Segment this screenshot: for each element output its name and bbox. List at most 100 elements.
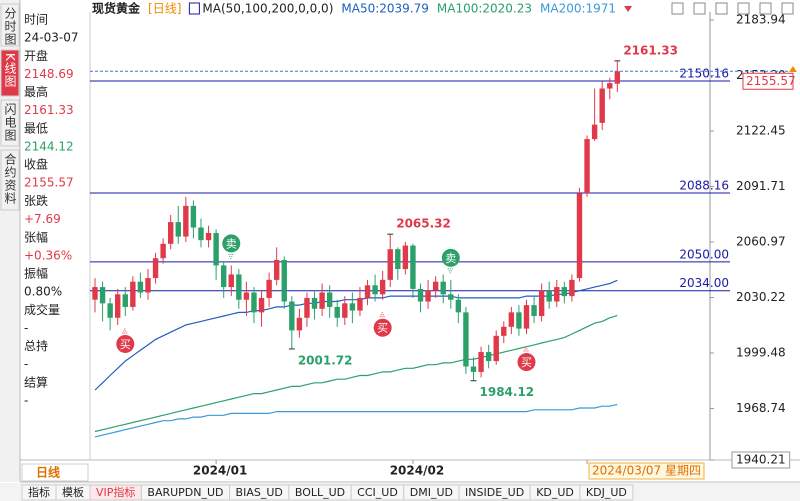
candle-body <box>364 285 371 298</box>
indicator-tab[interactable]: CCI_UD <box>357 486 398 499</box>
y-tick-label: 1999.48 <box>736 346 786 360</box>
candle-body <box>99 287 106 304</box>
indicator-tab[interactable]: 模板 <box>62 485 84 499</box>
indicator-tab-box[interactable] <box>579 484 634 501</box>
indicator-tab[interactable]: DMI_UD <box>410 486 453 499</box>
info-value: - <box>24 357 28 371</box>
tool-button[interactable] <box>759 2 772 15</box>
tool-button[interactable] <box>693 2 706 15</box>
candle-body <box>485 352 492 362</box>
candle-body <box>576 193 583 279</box>
indicator-tab[interactable]: BIAS_UD <box>236 486 283 499</box>
candle-body <box>213 232 219 266</box>
candle-body <box>115 294 121 318</box>
candle-body <box>493 335 499 362</box>
info-value: 2148.69 <box>24 67 74 81</box>
candle-body <box>432 281 439 291</box>
candle-body <box>236 274 242 300</box>
tool-button[interactable] <box>737 2 750 15</box>
indicator-tab[interactable]: 指标 <box>28 485 50 499</box>
scroll-arrow[interactable] <box>789 66 797 72</box>
signal-badge <box>517 353 536 372</box>
candle-body <box>311 297 318 309</box>
tool-button[interactable] <box>715 2 728 15</box>
candle-body <box>554 287 560 302</box>
candle-body <box>584 139 590 194</box>
candle-body <box>296 317 303 331</box>
signal-badge <box>222 234 241 253</box>
period-tab-box[interactable] <box>21 463 89 482</box>
indicator: MA(50,100,200,0,0,0) <box>202 2 333 16</box>
y-tick-box <box>731 451 791 469</box>
legend-entry: MA200:1971 <box>540 2 616 16</box>
tool-button[interactable] <box>781 2 794 15</box>
y-tick-label: 2030.22 <box>736 290 786 304</box>
sidebar-tab-box[interactable] <box>0 3 20 47</box>
tool-button[interactable] <box>671 2 684 15</box>
candle-body <box>137 281 144 293</box>
candle-body <box>251 292 257 313</box>
sidebar-tab-box[interactable] <box>0 99 20 147</box>
candle-body <box>440 281 446 295</box>
legend-entry: MA50:2039.79 <box>341 2 429 16</box>
info-label: 振幅 <box>24 266 48 281</box>
candle-body <box>463 312 469 367</box>
y-tick-label: 2060.97 <box>736 235 786 249</box>
indicator-tab[interactable]: KD_UD <box>536 486 574 499</box>
y-tick-label: 1940.21 <box>736 453 786 467</box>
signal-label: 卖 <box>445 252 456 265</box>
candle-body <box>599 88 605 123</box>
sidebar-tab[interactable]: K线图 <box>3 53 17 88</box>
x-tick-label: 2024/01 <box>193 464 247 478</box>
candle-body <box>289 301 295 331</box>
info-label: 收盘 <box>24 157 48 172</box>
sidebar-tab[interactable]: 分时图 <box>3 7 17 46</box>
ma-line <box>94 403 618 438</box>
candle-body <box>395 249 401 270</box>
candle-body <box>614 71 621 84</box>
signal-label: 买 <box>377 322 388 335</box>
candle-body <box>379 279 386 295</box>
candle-body <box>304 297 310 318</box>
info-value: 2144.12 <box>24 139 74 153</box>
sidebar-tab[interactable]: 合约资料 <box>3 152 17 205</box>
indicator-tab[interactable]: VIP指标 <box>96 485 135 499</box>
x-cursor-box <box>588 462 705 480</box>
info-value: - <box>24 394 28 408</box>
info-label: 成交量 <box>24 302 60 317</box>
current-price-label: 2155.57 <box>746 74 796 88</box>
indicator-tab[interactable]: KDJ_UD <box>586 486 627 499</box>
indicator-icon <box>188 2 200 15</box>
period-tab[interactable]: 日线 <box>36 465 60 480</box>
candle-body <box>175 222 181 237</box>
candle-body <box>516 312 522 329</box>
signal-label: 买 <box>521 356 532 369</box>
candle-body <box>538 290 545 316</box>
candle-body <box>470 366 477 372</box>
ma-line <box>94 279 618 391</box>
candle-body <box>425 290 431 302</box>
info-value: 2155.57 <box>24 176 74 190</box>
candle-body <box>478 352 484 372</box>
candle-body <box>198 227 204 241</box>
y-tick-label: 1968.74 <box>736 401 786 415</box>
indicator-tab[interactable]: BOLL_UD <box>295 486 345 499</box>
info-value: 2161.33 <box>24 103 74 117</box>
signal-label: 买 <box>120 338 131 351</box>
candle-body <box>205 232 212 241</box>
info-label: 最低 <box>24 121 48 135</box>
sidebar-tab[interactable]: 闪电图 <box>3 103 17 142</box>
candle-body <box>160 243 166 259</box>
sidebar-tab-box[interactable] <box>0 149 20 211</box>
indicator-tab[interactable]: INSIDE_UD <box>465 486 524 499</box>
indicator-tab[interactable]: BARUPDN_UD <box>147 486 223 499</box>
collapse-arrow[interactable] <box>624 6 633 12</box>
y-tick-label: 2122.45 <box>736 124 786 138</box>
candle-body <box>228 274 234 288</box>
info-label: 张幅 <box>24 229 48 244</box>
signal-badge <box>441 248 460 267</box>
signal-label: 卖 <box>226 237 237 250</box>
sidebar-tab-box[interactable] <box>0 49 20 97</box>
candle-body <box>152 258 159 279</box>
info-label: 开盘 <box>24 48 48 63</box>
